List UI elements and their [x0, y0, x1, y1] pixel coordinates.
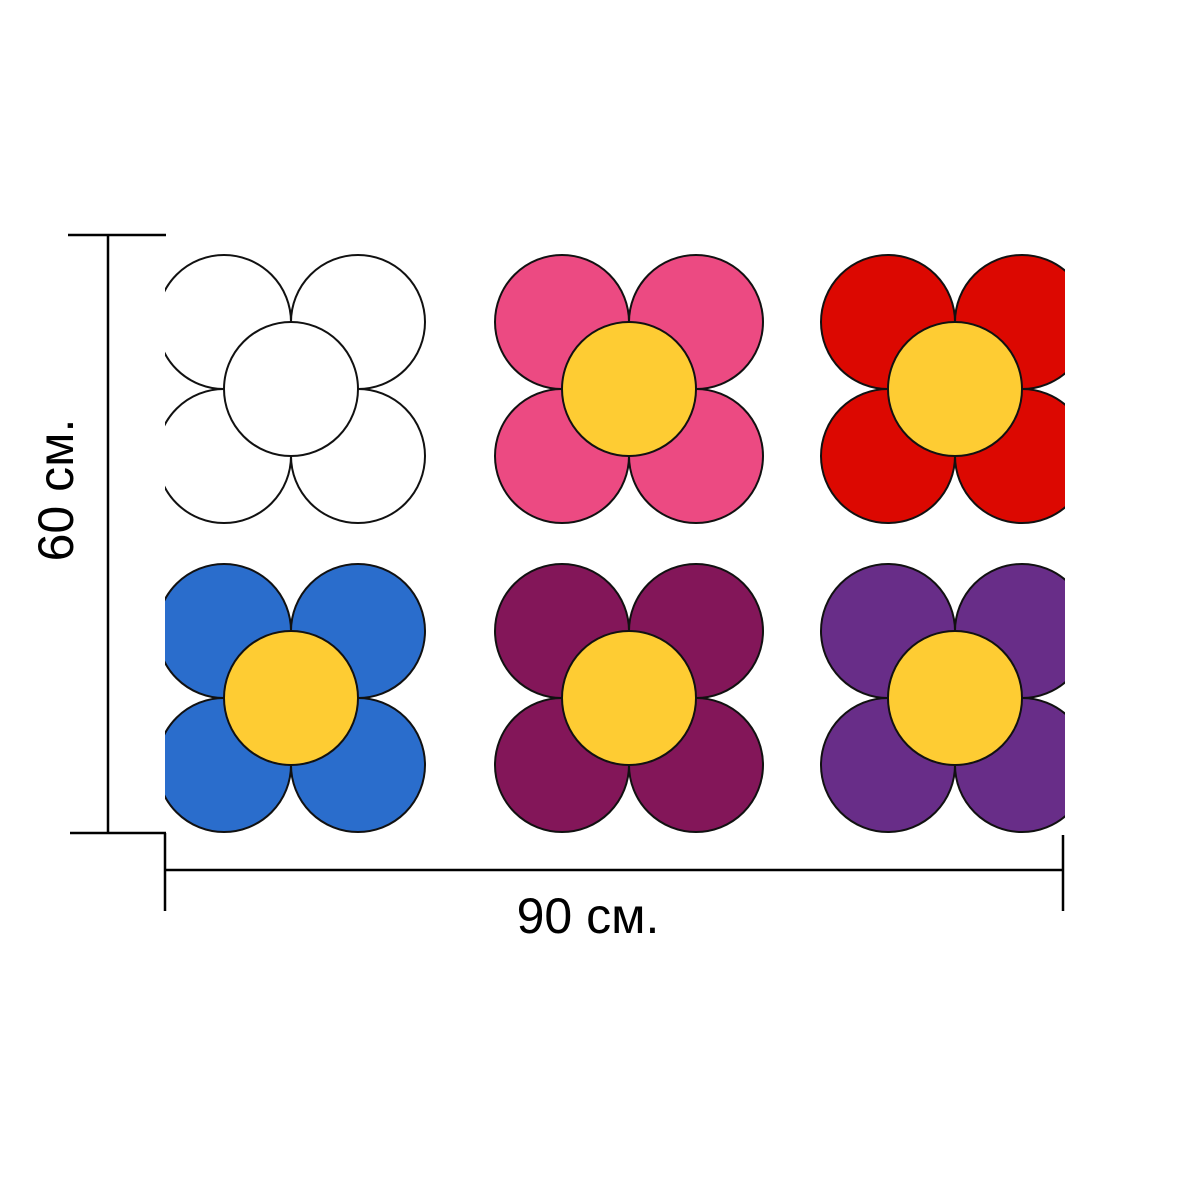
- flower-center: [561, 321, 697, 457]
- flower-center: [223, 630, 359, 766]
- height-label: 60 см.: [28, 419, 84, 562]
- width-label: 90 см.: [517, 888, 660, 944]
- flower-center: [223, 321, 359, 457]
- flower-center: [887, 630, 1023, 766]
- flower-center: [561, 630, 697, 766]
- flower-center: [887, 321, 1023, 457]
- flower-panel: [165, 254, 1065, 833]
